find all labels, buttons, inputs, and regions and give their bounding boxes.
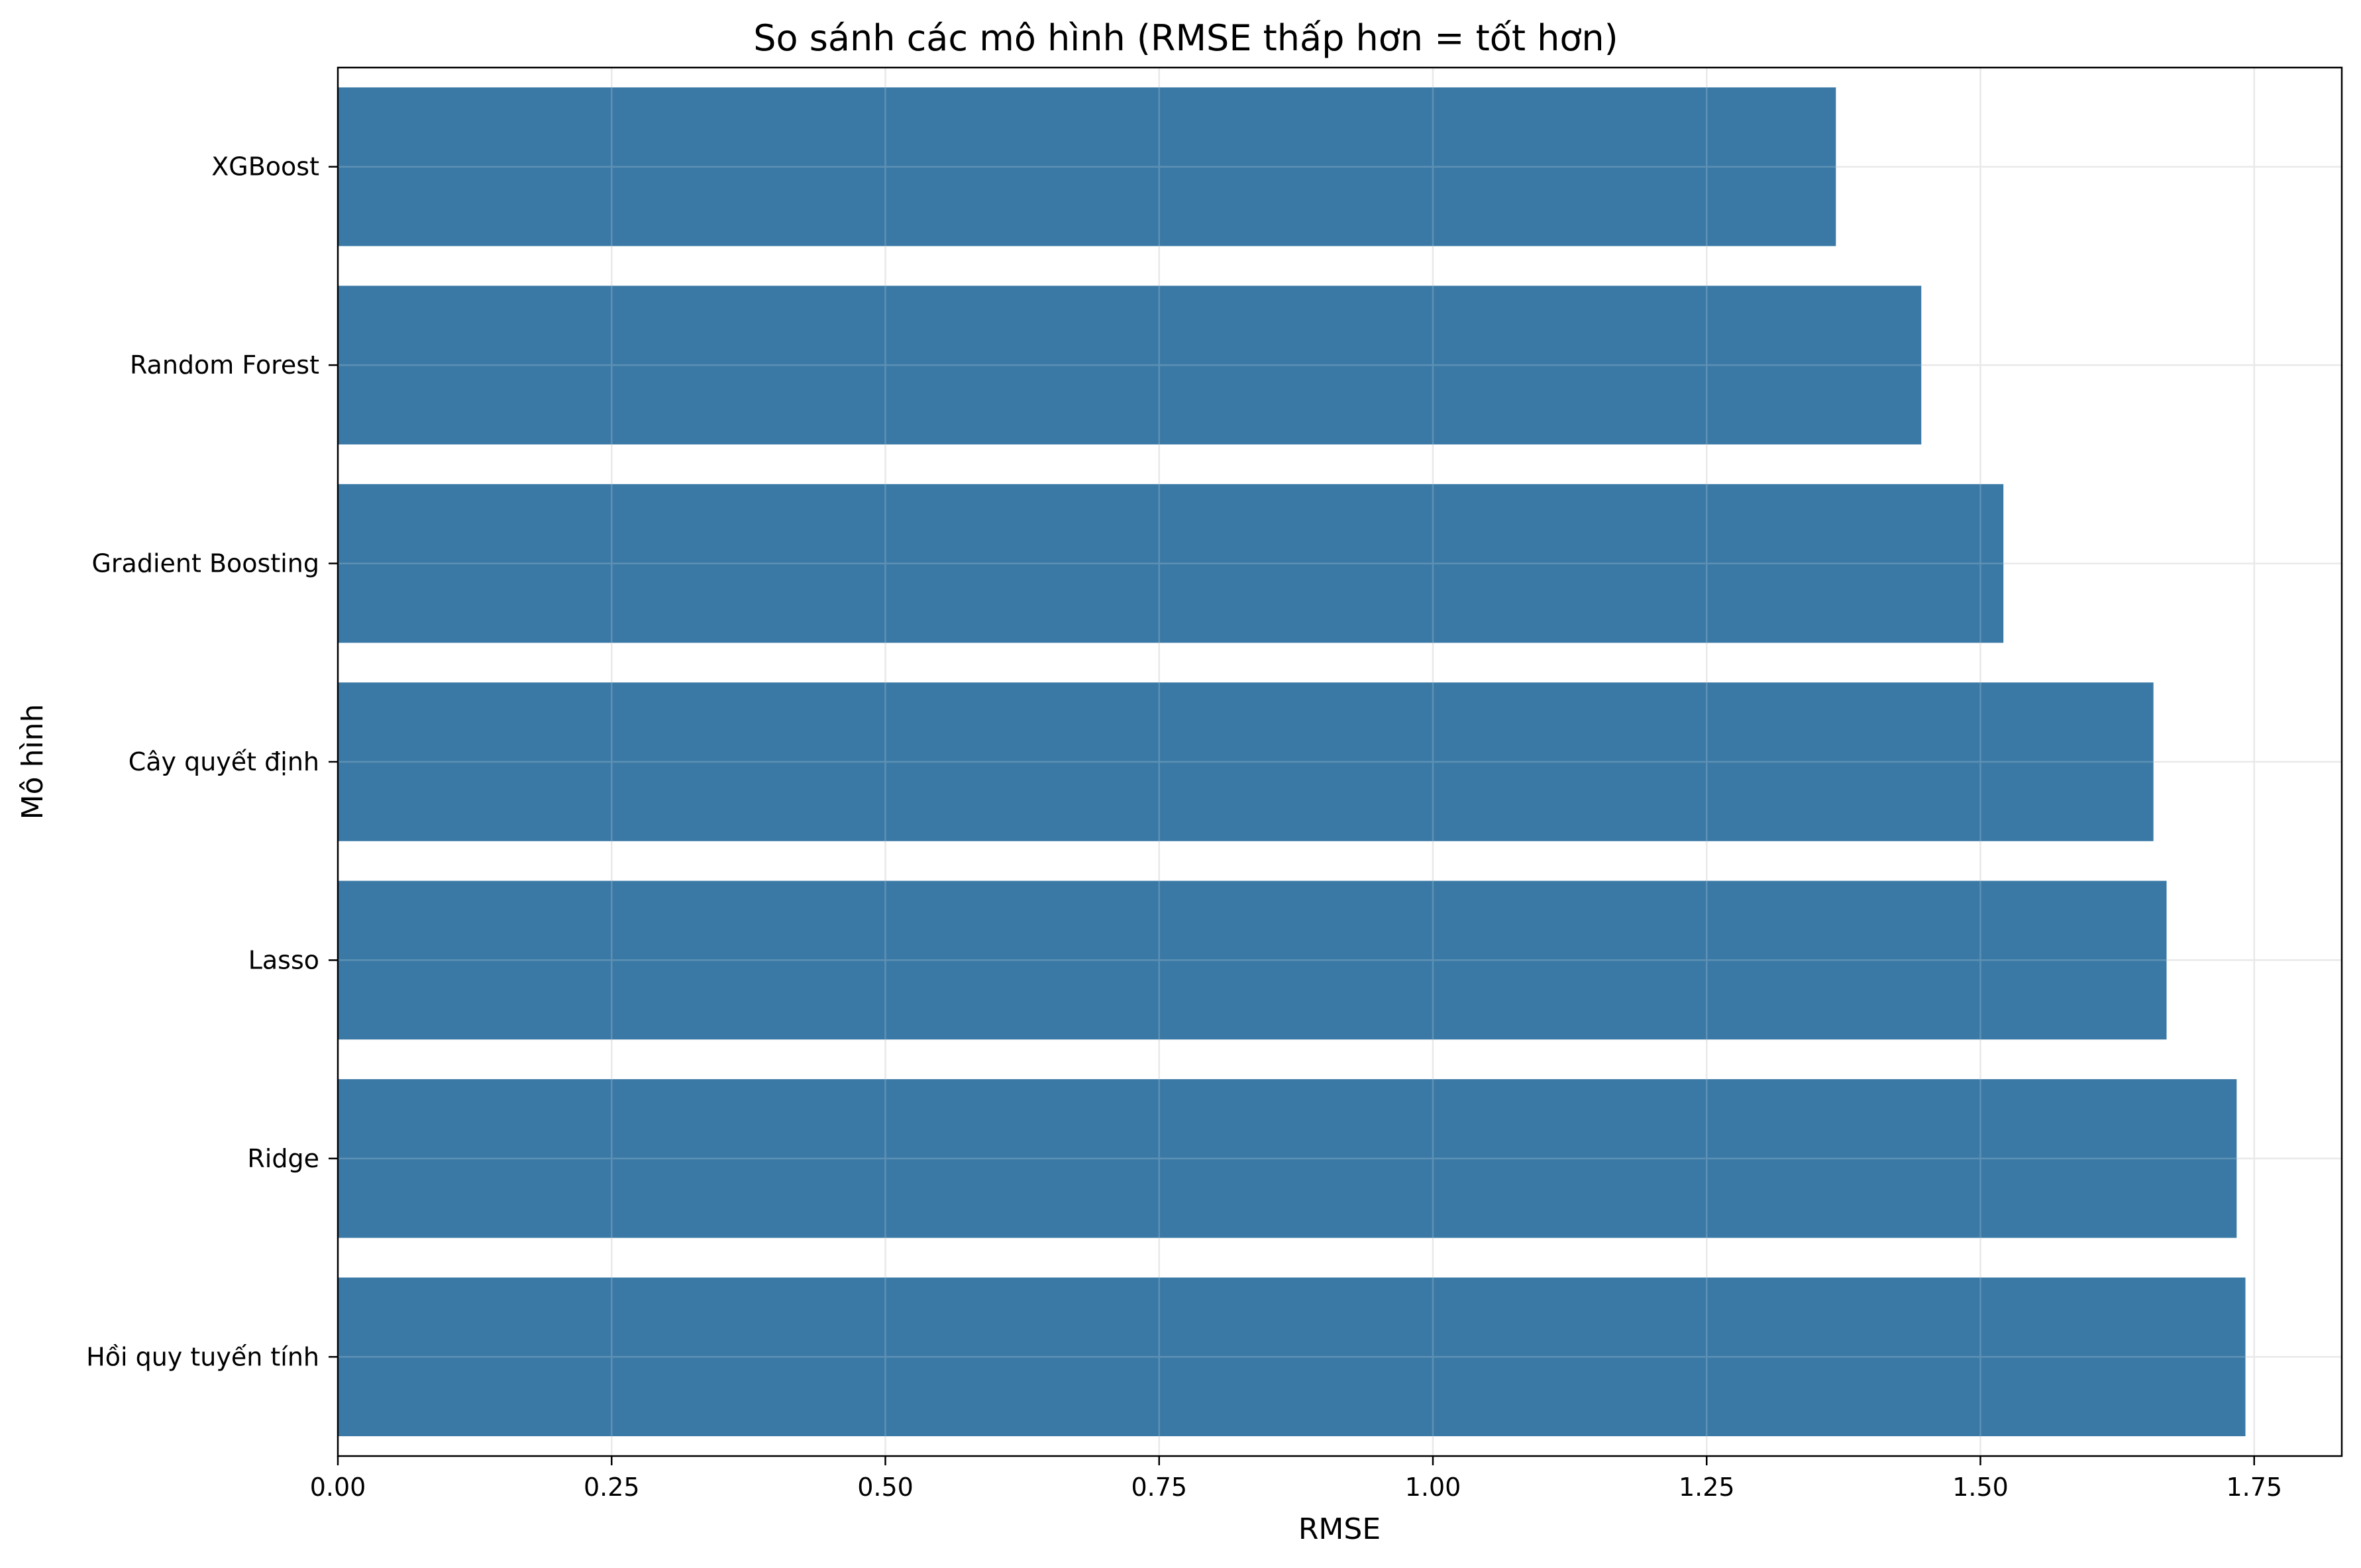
y-tick-label: Ridge [247,1144,319,1173]
x-tick-label: 1.25 [1679,1473,1735,1502]
x-axis-ticks: 0.00 0.25 0.50 0.75 1.00 1.25 1.50 1.75 [310,1456,2282,1502]
bar-2 [338,484,2004,643]
grid-overlay [337,68,2342,1456]
x-tick-label: 0.75 [1131,1473,1187,1502]
bar-6 [338,1277,2246,1437]
y-tick-label: Lasso [248,945,319,974]
x-tick-label: 1.50 [1952,1473,2009,1502]
x-tick-label: 0.00 [310,1473,366,1502]
bar-1 [338,286,1922,444]
y-tick-label: Cây quyết định [129,747,319,776]
y-axis-ticks: XGBoost Random Forest Gradient Boosting Cây… [86,152,338,1371]
chart-title: So sánh các mô hình (RMSE thấp hơn = tốt… [753,17,1618,59]
bar-4 [338,880,2167,1040]
x-tick-label: 0.50 [857,1473,914,1502]
y-tick-label: Hồi quy tuyến tính [86,1342,319,1371]
x-tick-label: 1.75 [2226,1473,2282,1502]
bar-3 [338,682,2154,841]
y-tick-label: Random Forest [130,350,319,380]
y-axis-title: Mô hình [16,704,50,820]
bar-5 [338,1079,2237,1238]
x-axis-title: RMSE [1298,1512,1381,1546]
bar-layer [338,87,2246,1437]
x-tick-label: 0.25 [584,1473,640,1502]
bar-0 [338,87,1836,246]
y-tick-label: Gradient Boosting [91,549,319,578]
y-tick-label: XGBoost [211,152,319,182]
x-tick-label: 1.00 [1405,1473,1461,1502]
